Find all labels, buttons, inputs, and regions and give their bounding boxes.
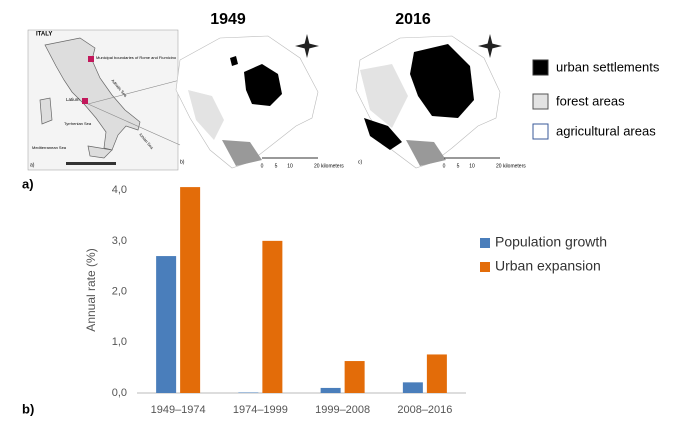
bar bbox=[344, 361, 365, 393]
legend-label: agricultural areas bbox=[556, 123, 656, 138]
map-sub-label: a) bbox=[30, 162, 35, 168]
forest bbox=[222, 140, 262, 166]
y-tick-label: 4,0 bbox=[112, 184, 127, 196]
italy-shape bbox=[44, 37, 141, 151]
scale-label: 5 bbox=[457, 163, 460, 169]
rome-marker bbox=[82, 98, 88, 104]
x-tick-label: 1974–1999 bbox=[233, 404, 288, 416]
legend-swatch bbox=[532, 123, 549, 140]
zoom-line bbox=[87, 103, 181, 146]
x-tick-label: 1999–2008 bbox=[315, 404, 370, 416]
scale-bar bbox=[66, 162, 116, 165]
map-year: 2016 bbox=[395, 11, 431, 28]
map-2016: 2016 c) 0 5 10 20 kilometers bbox=[355, 11, 526, 169]
compass bbox=[295, 34, 319, 58]
scale-label: 5 bbox=[275, 163, 278, 169]
map-sub-label: c) bbox=[358, 159, 363, 165]
map-sub-label: b) bbox=[180, 159, 185, 165]
bar bbox=[402, 382, 423, 393]
scale-label: 10 bbox=[469, 163, 475, 169]
scale-label: 0 bbox=[261, 163, 264, 169]
inset-region: Latium bbox=[66, 97, 80, 102]
legend-swatch bbox=[480, 238, 490, 248]
map-1949: 1949 b) 0 5 10 20 kilometers bbox=[175, 11, 344, 169]
y-tick-label: 0,0 bbox=[112, 387, 127, 399]
x-tick-label: 2008–2016 bbox=[397, 404, 452, 416]
scale-label: 20 kilometers bbox=[496, 163, 526, 169]
legend-swatch bbox=[532, 93, 549, 110]
y-tick-label: 1,0 bbox=[112, 336, 127, 348]
y-axis-label: Annual rate (%) bbox=[84, 248, 98, 331]
inset-country: ITALY bbox=[36, 32, 52, 38]
bar bbox=[156, 256, 177, 393]
forest bbox=[360, 64, 408, 128]
inset-sea: Mediterranean Sea bbox=[32, 145, 67, 150]
legend-label: forest areas bbox=[556, 93, 625, 108]
legend-label: urban settlements bbox=[556, 59, 660, 74]
sardinia bbox=[39, 97, 53, 125]
legend-swatch bbox=[480, 262, 490, 272]
inset-box-legend: Municipal boundaries of Rome and Fiumici… bbox=[96, 55, 177, 60]
forest bbox=[188, 90, 224, 140]
panel-label: b) bbox=[22, 401, 34, 416]
y-tick-label: 3,0 bbox=[112, 235, 127, 247]
urban bbox=[364, 118, 402, 150]
forest bbox=[406, 140, 446, 166]
scale-label: 20 kilometers bbox=[314, 163, 344, 169]
zoom-line bbox=[87, 79, 181, 105]
legend-swatch bbox=[532, 59, 549, 76]
sicily bbox=[87, 145, 113, 159]
urban bbox=[244, 64, 282, 106]
panel-label: a) bbox=[22, 176, 34, 191]
urban bbox=[230, 56, 238, 66]
scale-label: 0 bbox=[443, 163, 446, 169]
bar bbox=[238, 392, 259, 393]
bar bbox=[262, 240, 283, 393]
map-year: 1949 bbox=[210, 11, 246, 28]
legend-label: Population growth bbox=[495, 234, 607, 250]
legend-marker bbox=[88, 56, 94, 62]
bar bbox=[320, 387, 341, 393]
scale-label: 10 bbox=[287, 163, 293, 169]
legend-label: Urban expansion bbox=[495, 258, 601, 274]
bar bbox=[180, 187, 201, 393]
x-tick-label: 1949–1974 bbox=[151, 404, 206, 416]
inset-sea: Tyrrhenian Sea bbox=[64, 121, 92, 126]
compass bbox=[478, 34, 502, 58]
urban bbox=[410, 44, 474, 118]
bar bbox=[426, 354, 447, 393]
y-tick-label: 2,0 bbox=[112, 285, 127, 297]
map-legend: urban settlements forest areas agricultu… bbox=[532, 59, 660, 140]
inset-map: ITALY Municipal boundaries of Rome and F… bbox=[27, 29, 181, 171]
